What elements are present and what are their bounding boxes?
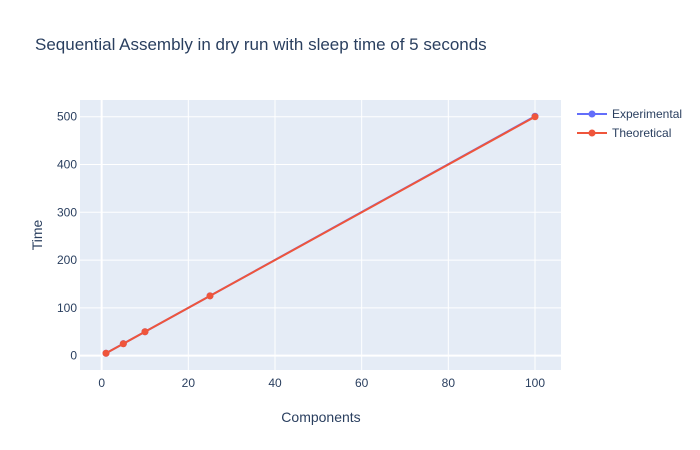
y-tick-label: 500: [57, 110, 77, 124]
legend-swatch-marker: [588, 110, 596, 118]
theoretical-point[interactable]: [141, 328, 149, 336]
x-tick-label: 40: [268, 376, 282, 390]
legend-item-theoretical[interactable]: Theoretical: [577, 126, 671, 140]
theoretical-point[interactable]: [102, 349, 110, 357]
x-tick-label: 20: [182, 376, 196, 390]
legend[interactable]: Experimental Theoretical: [577, 107, 682, 140]
y-tick-label: 0: [70, 349, 77, 363]
legend-swatch-marker: [588, 129, 596, 137]
chart-title: Sequential Assembly in dry run with slee…: [35, 35, 487, 54]
series-theoretical: [102, 113, 539, 357]
legend-item-experimental[interactable]: Experimental: [577, 107, 682, 121]
series-layer: [102, 112, 539, 357]
y-tick-label: 300: [57, 205, 77, 219]
x-axis-title: Components: [281, 409, 360, 425]
y-tick-label: 100: [57, 301, 77, 315]
y-tick-label: 200: [57, 253, 77, 267]
x-tick-label: 100: [525, 376, 545, 390]
theoretical-point[interactable]: [119, 340, 127, 348]
legend-label: Experimental: [612, 107, 682, 121]
x-tick-label: 0: [98, 376, 105, 390]
legend-label: Theoretical: [612, 126, 671, 140]
x-tick-label: 80: [442, 376, 456, 390]
y-tick-label: 400: [57, 158, 77, 172]
theoretical-point[interactable]: [206, 292, 214, 300]
grid: [80, 100, 561, 370]
theoretical-point[interactable]: [531, 113, 539, 121]
y-axis-title: Time: [29, 219, 45, 250]
x-tick-label: 60: [355, 376, 369, 390]
tick-labels: 0 20 40 60 80 100 0 100 200 300 400 500: [57, 110, 545, 390]
